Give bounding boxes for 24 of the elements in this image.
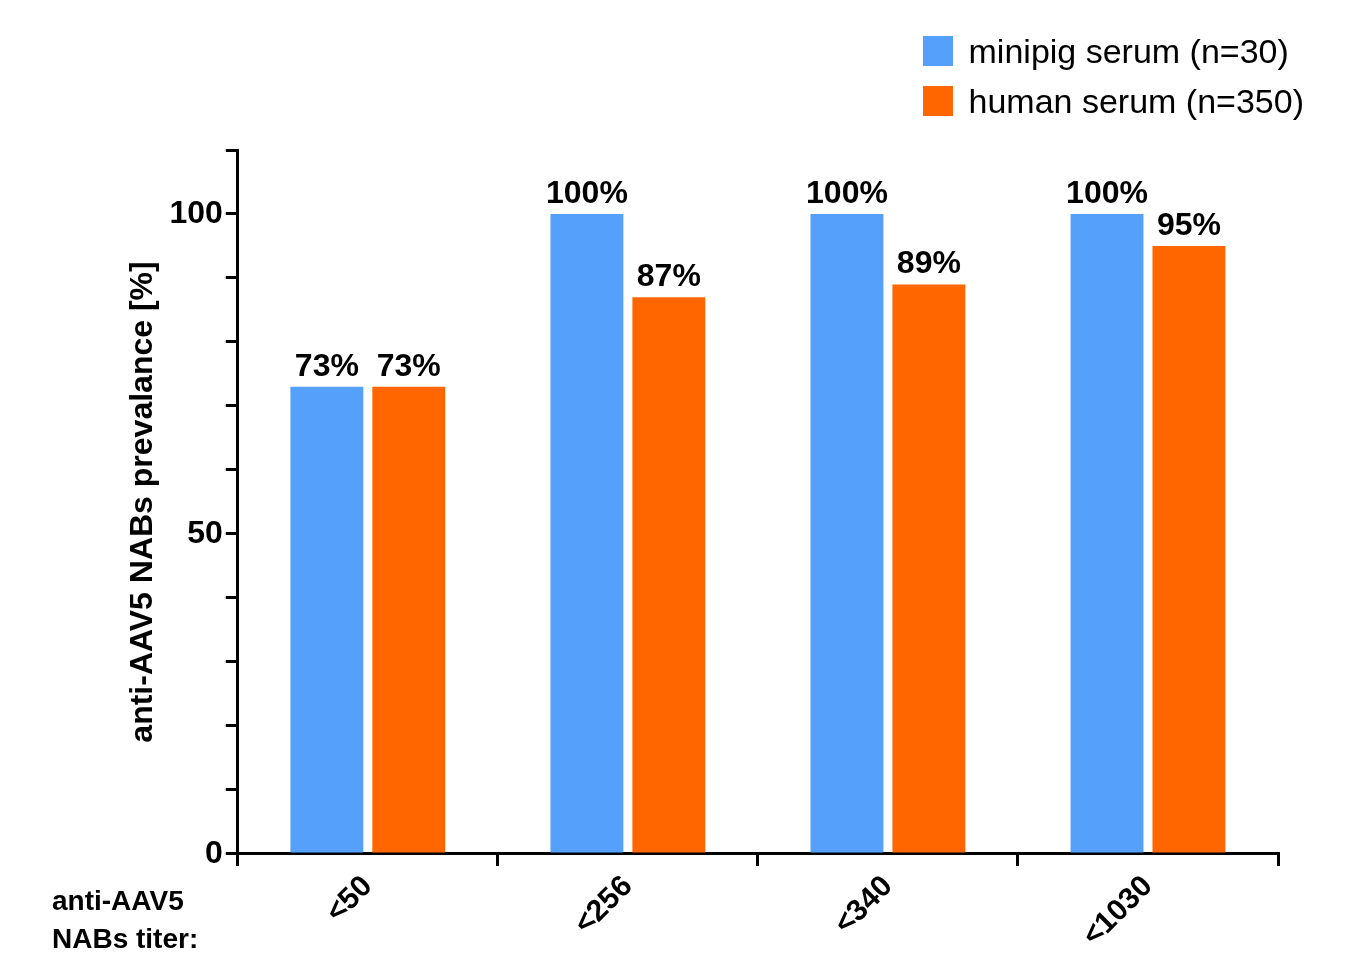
y-tick-label: 50 <box>187 513 223 550</box>
bar <box>290 386 364 853</box>
data-label: 89% <box>896 244 961 281</box>
legend-label: minipig serum (n=30) <box>968 31 1289 71</box>
bar <box>1070 214 1144 853</box>
y-axis-title: anti-AAV5 NABs prevalance [%] <box>123 261 160 743</box>
data-label: 95% <box>1156 205 1221 242</box>
data-label: 73% <box>376 346 441 383</box>
bar <box>550 214 624 853</box>
data-label: 87% <box>636 257 701 294</box>
y-tick-label: 100 <box>169 193 223 230</box>
bar <box>892 284 966 853</box>
legend-label: human serum (n=350) <box>968 81 1304 121</box>
data-label: 100% <box>545 173 628 210</box>
x-axis-title: anti-AAV5 NABs titer: <box>52 884 199 956</box>
data-label: 100% <box>806 173 888 210</box>
bar <box>632 297 706 853</box>
bar <box>1152 246 1226 853</box>
bar <box>372 386 446 853</box>
x-tick-label: <50 <box>318 868 378 928</box>
data-label: 73% <box>294 346 359 383</box>
bar <box>810 214 884 853</box>
y-tick-label: 0 <box>204 833 223 870</box>
data-label: 100% <box>1066 173 1148 210</box>
